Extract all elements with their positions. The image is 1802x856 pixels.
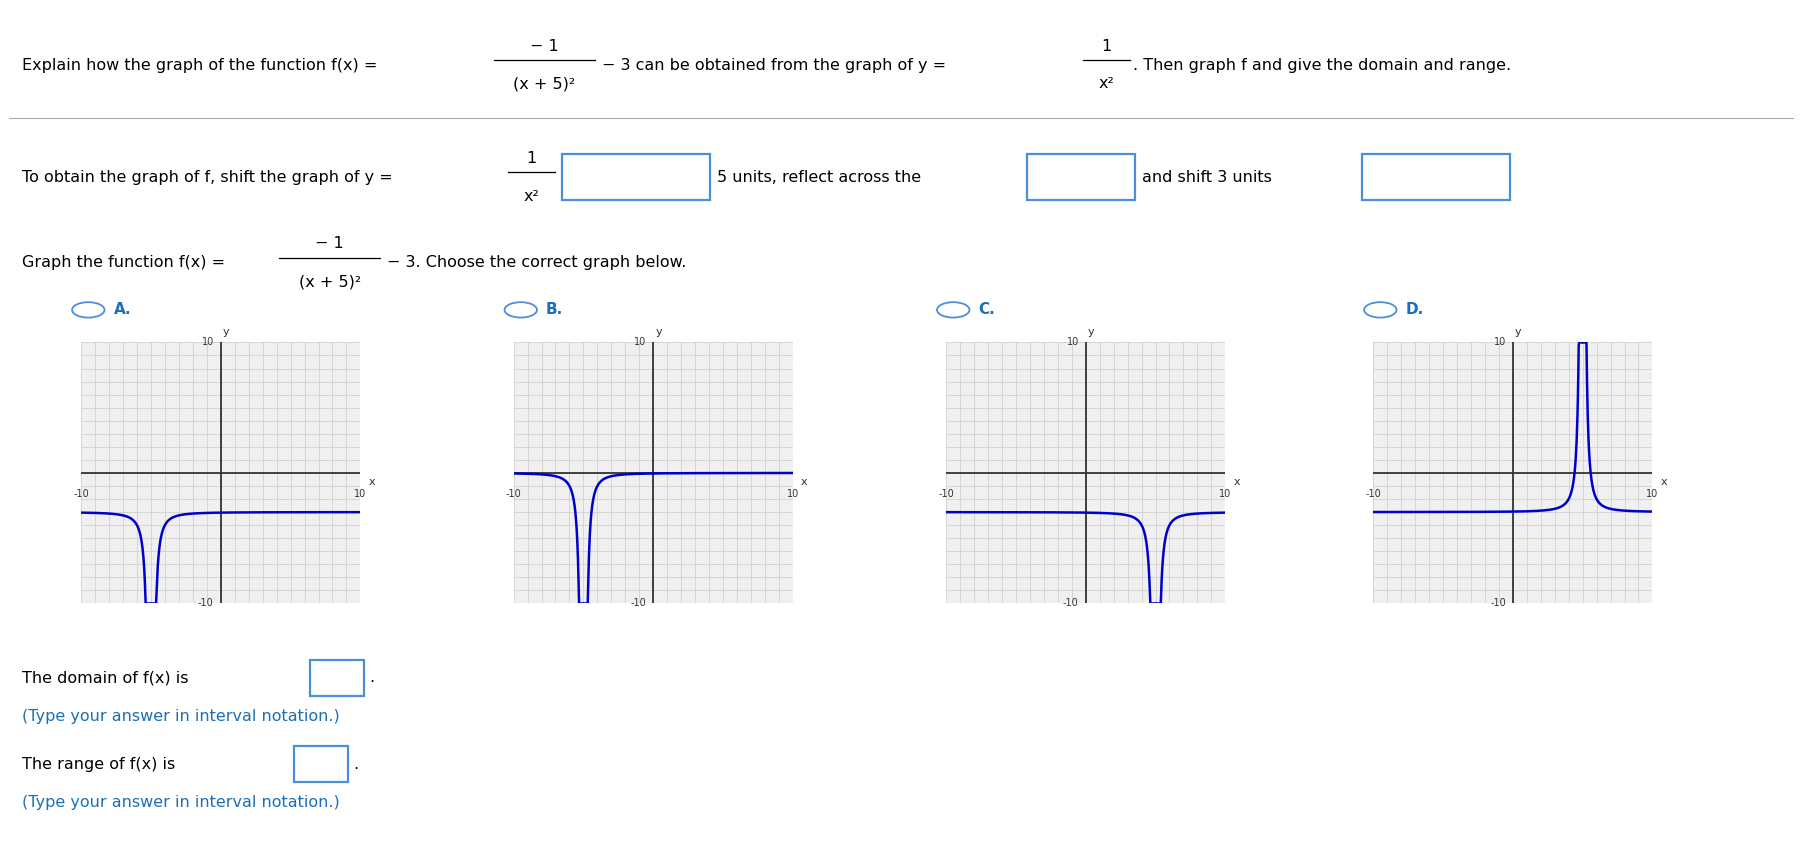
Text: y: y [1515,327,1521,337]
Text: -10: -10 [506,489,521,498]
Text: -10: -10 [74,489,88,498]
Text: x²: x² [1099,76,1114,92]
Text: .: . [369,670,375,686]
Text: . Then graph f and give the domain and range.: . Then graph f and give the domain and r… [1133,57,1512,73]
Text: (Type your answer in interval notation.): (Type your answer in interval notation.) [22,795,339,811]
Text: y: y [1088,327,1094,337]
Text: The domain of f(x) is: The domain of f(x) is [22,670,187,686]
Text: 1: 1 [526,151,537,166]
Text: D.: D. [1406,302,1424,318]
Text: 10: 10 [355,489,366,498]
Text: A.: A. [114,302,132,318]
Text: − 3 can be obtained from the graph of y =: − 3 can be obtained from the graph of y … [602,57,946,73]
Text: 10: 10 [1494,337,1506,348]
Text: x: x [1233,477,1240,487]
Text: x: x [1660,477,1667,487]
Text: -10: -10 [198,598,214,609]
Text: − 3. Choose the correct graph below.: − 3. Choose the correct graph below. [387,255,687,270]
Text: B.: B. [546,302,564,318]
Text: 10: 10 [202,337,214,348]
Text: -10: -10 [631,598,647,609]
Text: 10: 10 [1220,489,1231,498]
Text: 10: 10 [1067,337,1079,348]
Text: ▼: ▼ [1117,172,1124,182]
Text: ▼: ▼ [692,172,699,182]
Text: 10: 10 [787,489,798,498]
Text: 1: 1 [1101,39,1112,54]
Text: (Type your answer in interval notation.): (Type your answer in interval notation.) [22,709,339,724]
Text: To obtain the graph of f, shift the graph of y =: To obtain the graph of f, shift the grap… [22,169,393,185]
Text: (x + 5)²: (x + 5)² [299,274,360,289]
Text: 5 units, reflect across the: 5 units, reflect across the [717,169,921,185]
Text: C.: C. [978,302,995,318]
Text: -10: -10 [939,489,953,498]
Text: The range of f(x) is: The range of f(x) is [22,757,175,772]
Text: y: y [656,327,661,337]
Text: x²: x² [524,188,539,204]
Text: .: . [353,757,359,772]
Text: 10: 10 [1647,489,1658,498]
Text: x: x [368,477,375,487]
Text: x: x [800,477,807,487]
Text: Explain how the graph of the function f(x) =: Explain how the graph of the function f(… [22,57,377,73]
Text: -10: -10 [1063,598,1079,609]
Text: − 1: − 1 [530,39,559,54]
Text: Graph the function f(x) =: Graph the function f(x) = [22,255,225,270]
Text: -10: -10 [1490,598,1506,609]
Text: 10: 10 [634,337,647,348]
Text: and shift 3 units: and shift 3 units [1142,169,1272,185]
Text: ▼: ▼ [1492,172,1499,182]
Text: -10: -10 [1366,489,1380,498]
Text: − 1: − 1 [315,236,344,252]
Text: y: y [223,327,229,337]
Text: (x + 5)²: (x + 5)² [514,76,575,92]
